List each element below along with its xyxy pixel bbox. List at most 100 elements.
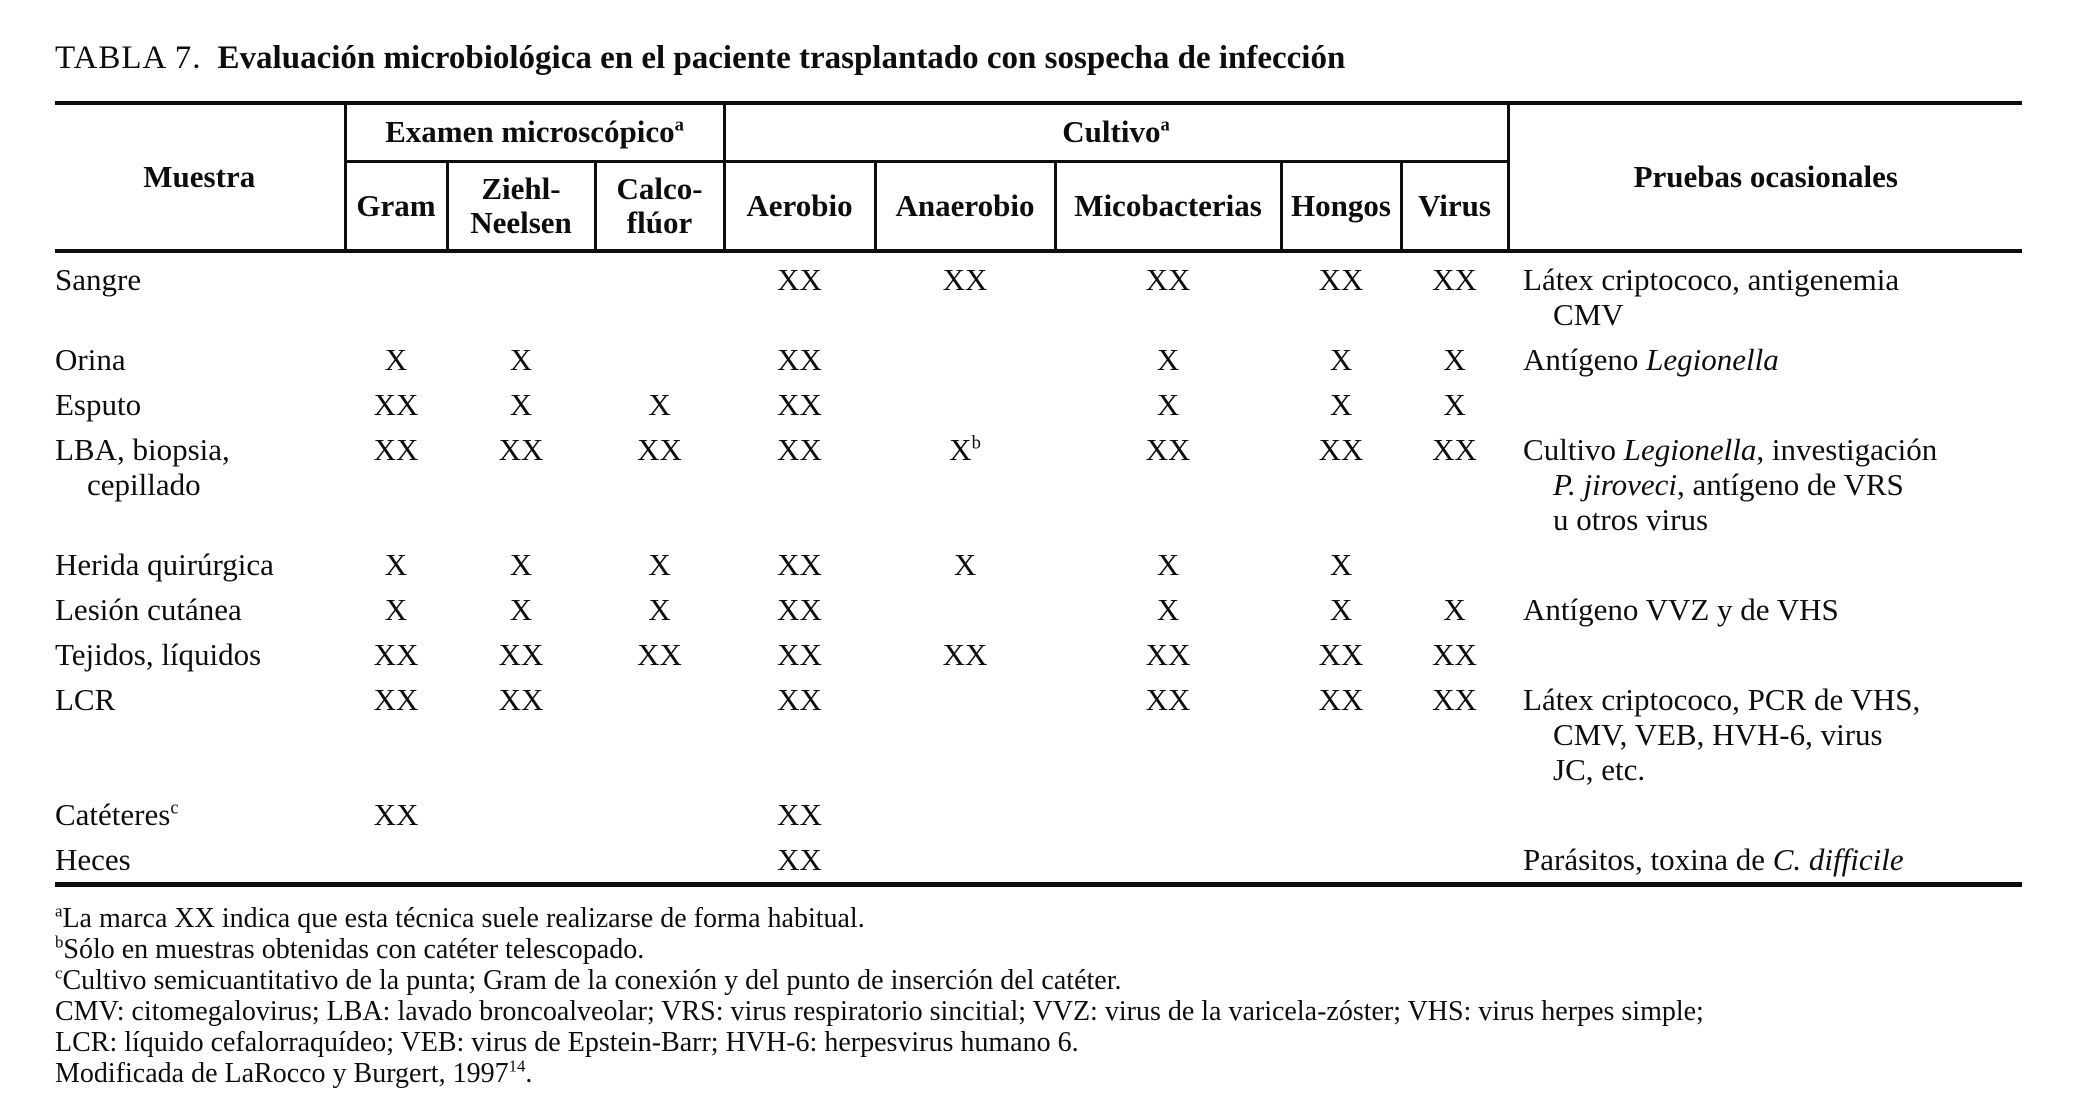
cell-gram <box>345 837 447 885</box>
cell-ziehl-neelsen: XX <box>498 682 544 717</box>
cell-pruebas-ocasionales: Antígeno Legionella <box>1523 342 1779 377</box>
col-group-cultivo: Cultivoa <box>724 103 1510 163</box>
cell-aerobio: XX <box>777 592 822 627</box>
cell-hongos: X <box>1329 342 1353 377</box>
cell-gram: XX <box>373 387 419 422</box>
table-row: Sangre XX XX XX XX XX Látex criptococo, antige… <box>55 251 2022 337</box>
cell-ziehl-neelsen <box>447 792 595 837</box>
col-header-aerobio: Aerobio <box>724 161 877 251</box>
cell-aerobio: XX <box>777 342 822 377</box>
cell-calco-fluor: X <box>648 547 671 582</box>
cell-ziehl-neelsen: X <box>509 387 533 422</box>
cell-anaerobio <box>875 337 1055 382</box>
cell-aerobio: XX <box>777 262 822 297</box>
col-header-virus: Virus <box>1401 161 1510 251</box>
cell-hongos: XX <box>1318 637 1364 672</box>
cell-micobacterias: X <box>1156 387 1180 422</box>
cell-anaerobio <box>875 792 1055 837</box>
cell-aerobio: XX <box>777 432 822 467</box>
cell-gram: XX <box>373 637 419 672</box>
cell-ziehl-neelsen: X <box>509 547 533 582</box>
col-header-muestra: Muestra <box>55 103 347 251</box>
col-header-calco-fluor: Calco- flúor <box>595 161 726 251</box>
col-header-anaerobio: Anaerobio <box>875 161 1057 251</box>
footnote-a: aLa marca XX indica que esta técnica sue… <box>55 901 865 934</box>
cell-muestra: Sangre <box>55 262 142 297</box>
microbiology-evaluation-table: Muestra Examen microscópicoa Cultivoa Pr… <box>55 101 2023 887</box>
footnote-c: cCultivo semicuantitativo de la punta; G… <box>55 963 1122 996</box>
cell-hongos: XX <box>1318 432 1364 467</box>
cell-virus: XX <box>1432 432 1477 467</box>
cell-micobacterias: X <box>1156 547 1180 582</box>
cell-aerobio: XX <box>777 797 822 832</box>
cell-pruebas-ocasionales: Látex criptococo, PCR de VHS, CMV, VEB, … <box>1523 682 1921 787</box>
cell-micobacterias: XX <box>1145 682 1191 717</box>
cell-calco-fluor <box>595 337 724 382</box>
col-header-ziehl-neelsen: Ziehl- Neelsen <box>447 161 597 251</box>
cell-hongos: XX <box>1318 262 1364 297</box>
cell-pruebas-ocasionales <box>1508 632 2022 677</box>
cell-ziehl-neelsen <box>447 251 595 337</box>
cell-micobacterias: XX <box>1145 637 1191 672</box>
cell-virus: XX <box>1432 682 1477 717</box>
cell-virus <box>1401 542 1508 587</box>
col-header-pruebas-ocasionales: Pruebas ocasionales <box>1633 159 1898 194</box>
cell-ziehl-neelsen <box>447 837 595 885</box>
cell-muestra: Lesión cutánea <box>55 592 242 627</box>
table-body: Sangre XX XX XX XX XX Látex criptococo, antige… <box>55 251 2022 885</box>
cell-pruebas-ocasionales: Látex criptococo, antigenemia CMV <box>1523 262 1900 332</box>
cell-hongos: XX <box>1318 682 1364 717</box>
cell-gram: XX <box>373 682 419 717</box>
table-row: Lesión cutánea X X X XX X X X Antígeno VVZ y de … <box>55 587 2022 632</box>
cell-virus: X <box>1443 592 1466 627</box>
table-number: TABLA 7. <box>55 40 202 76</box>
table-header: Muestra Examen microscópicoa Cultivoa Pr… <box>55 103 2023 251</box>
table-row: LBA, biopsia, cepillado XX XX XX XX Xb XX XX XX C… <box>55 427 2022 542</box>
cell-hongos: X <box>1329 592 1353 627</box>
cell-muestra: Catéteresc <box>55 797 179 832</box>
header-group-row: Muestra Examen microscópicoa Cultivoa Pr… <box>55 103 2022 251</box>
cell-ziehl-neelsen: X <box>509 592 533 627</box>
cell-micobacterias <box>1055 792 1281 837</box>
cell-anaerobio: X <box>953 547 977 582</box>
col-header-gram: Gram <box>345 161 449 251</box>
cell-micobacterias: XX <box>1145 432 1191 467</box>
cell-anaerobio <box>875 837 1055 885</box>
cell-anaerobio: XX <box>942 637 988 672</box>
footnote-abbreviations-1: CMV: citomegalovirus; LBA: lavado bronco… <box>55 996 1704 1027</box>
cell-pruebas-ocasionales <box>1508 382 2022 427</box>
table-row: Heces XX Parásitos, toxina de C. difficile <box>55 837 2022 885</box>
cell-ziehl-neelsen: X <box>509 342 533 377</box>
cell-calco-fluor <box>595 677 724 792</box>
cell-virus: X <box>1443 387 1466 422</box>
table-row: Catéteresc XX XX <box>55 792 2022 837</box>
cell-micobacterias: XX <box>1145 262 1191 297</box>
cell-muestra: Heces <box>55 842 131 877</box>
cell-ziehl-neelsen: XX <box>498 637 544 672</box>
cell-gram <box>345 251 447 337</box>
cell-muestra: Esputo <box>55 387 142 422</box>
table-row: Herida quirúrgica X X X XX X X X <box>55 542 2022 587</box>
cell-anaerobio <box>875 677 1055 792</box>
col-group-examen-microscopico: Examen microscópicoa <box>345 103 726 163</box>
cell-pruebas-ocasionales: Cultivo Legionella, investigación P. jir… <box>1523 432 1938 537</box>
cell-aerobio: XX <box>777 387 822 422</box>
cell-gram: XX <box>373 797 419 832</box>
cell-anaerobio: Xb <box>949 432 981 467</box>
cell-virus: XX <box>1432 637 1477 672</box>
cell-hongos <box>1281 792 1401 837</box>
document-page: TABLA 7. Evaluación microbiológica en el … <box>55 40 2023 1089</box>
cell-pruebas-ocasionales <box>1508 542 2022 587</box>
cell-calco-fluor: XX <box>637 432 682 467</box>
footnote-abbreviations-2: LCR: líquido cefalorraquídeo; VEB: virus… <box>55 1027 1079 1058</box>
cell-hongos: X <box>1329 387 1353 422</box>
table-caption: Evaluación microbiológica en el paciente… <box>217 40 1346 76</box>
cell-gram: X <box>384 592 408 627</box>
footnotes: aLa marca XX indica que esta técnica sue… <box>55 903 2022 1089</box>
cell-calco-fluor: XX <box>637 637 682 672</box>
cell-gram: X <box>384 342 408 377</box>
cell-muestra: Tejidos, líquidos <box>55 637 262 672</box>
table-row: Tejidos, líquidos XX XX XX XX XX XX XX XX <box>55 632 2022 677</box>
header-sub-row: Gram Ziehl- Neelsen Calco- flúor Aerobio… <box>55 161 2022 251</box>
cell-calco-fluor: X <box>648 387 671 422</box>
